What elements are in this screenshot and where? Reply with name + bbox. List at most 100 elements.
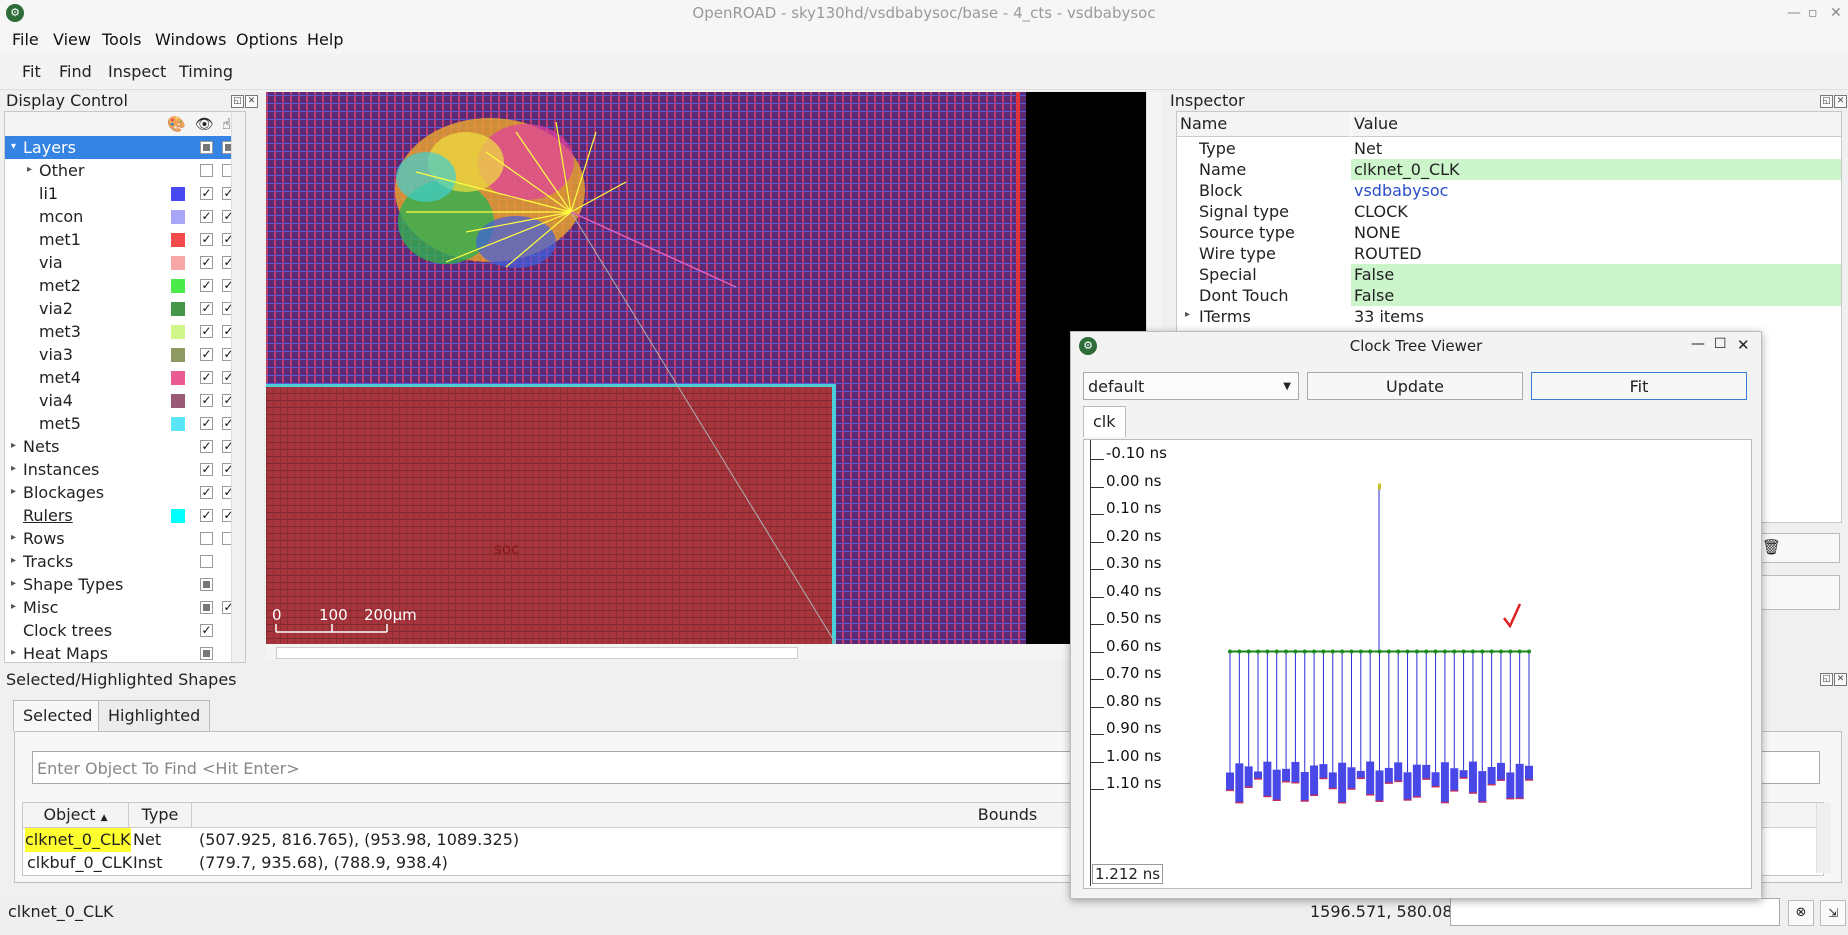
- layer-color-swatch[interactable]: [171, 394, 185, 408]
- find-tool-button[interactable]: Find: [59, 62, 92, 81]
- expand-right-icon[interactable]: ▸: [11, 555, 17, 566]
- inspector-prop-value[interactable]: vsdbabysoc: [1354, 181, 1449, 200]
- display-control-row[interactable]: met4 ✓ ✓: [5, 366, 245, 389]
- visible-checkbox[interactable]: ✓: [200, 485, 213, 499]
- display-control-row[interactable]: ▾ Layers: [5, 136, 245, 159]
- close-icon[interactable]: ✕: [1830, 5, 1842, 21]
- display-control-tree[interactable]: 🎨 👁 ☝ ▾ Layers ▸ Other li1 ✓ ✓ mcon ✓ ✓ met1 ✓ ✓ via ✓…: [4, 111, 246, 663]
- inspect-tool-button[interactable]: Inspect: [108, 62, 167, 81]
- menu-options[interactable]: Options: [236, 30, 298, 49]
- inspector-action-button[interactable]: [1760, 575, 1840, 610]
- inspector-row[interactable]: Dont Touch False: [1177, 285, 1841, 306]
- clear-command-icon[interactable]: ⊗: [1788, 900, 1814, 926]
- ctv-close-icon[interactable]: ✕: [1737, 336, 1750, 354]
- display-control-row[interactable]: Rulers ✓ ✓: [5, 504, 245, 527]
- visible-checkbox[interactable]: ✓: [200, 232, 213, 246]
- clock-tree-viewer-window[interactable]: ⚙ Clock Tree Viewer — ☐ ✕ default ▼ Upda…: [1070, 331, 1762, 899]
- expand-right-icon[interactable]: ▸: [11, 601, 17, 612]
- visible-checkbox[interactable]: [200, 601, 213, 614]
- display-control-row[interactable]: ▸ Misc ✓: [5, 596, 245, 619]
- command-input[interactable]: [1450, 898, 1780, 926]
- tab-selected[interactable]: Selected: [13, 700, 103, 731]
- inspector-float-icon[interactable]: ◱: [1820, 95, 1833, 108]
- visible-checkbox[interactable]: ✓: [200, 393, 213, 407]
- menu-file[interactable]: File: [12, 30, 39, 49]
- visible-checkbox[interactable]: ✓: [200, 462, 213, 476]
- selected-close-icon[interactable]: ✕: [1834, 673, 1847, 686]
- inspector-row[interactable]: Wire type ROUTED: [1177, 243, 1841, 264]
- display-control-row[interactable]: met5 ✓ ✓: [5, 412, 245, 435]
- clock-corner-select[interactable]: default ▼: [1083, 372, 1299, 400]
- display-control-row[interactable]: li1 ✓ ✓: [5, 182, 245, 205]
- expand-down-icon[interactable]: ▾: [11, 141, 17, 152]
- selected-float-icon[interactable]: ◱: [1820, 673, 1833, 686]
- table-scrollbar[interactable]: [1816, 803, 1831, 873]
- layout-view[interactable]: 0 100 200μm soc: [266, 92, 1026, 644]
- display-control-row[interactable]: ▸ Blockages ✓ ✓: [5, 481, 245, 504]
- layer-color-swatch[interactable]: [171, 302, 185, 316]
- inspector-row[interactable]: ▸ ITerms 33 items: [1177, 306, 1841, 327]
- tab-clk[interactable]: clk: [1083, 406, 1126, 437]
- fit-button[interactable]: Fit: [1531, 372, 1747, 400]
- visible-checkbox[interactable]: ✓: [200, 416, 213, 430]
- visible-checkbox[interactable]: [200, 164, 213, 177]
- menu-help[interactable]: Help: [307, 30, 344, 49]
- display-control-row[interactable]: via2 ✓ ✓: [5, 297, 245, 320]
- display-control-row[interactable]: via ✓ ✓: [5, 251, 245, 274]
- display-control-row[interactable]: met1 ✓ ✓: [5, 228, 245, 251]
- inspector-row[interactable]: Source type NONE: [1177, 222, 1841, 243]
- display-control-row[interactable]: via4 ✓ ✓: [5, 389, 245, 412]
- ctv-minimize-icon[interactable]: —: [1691, 336, 1705, 352]
- display-control-row[interactable]: ▸ Instances ✓ ✓: [5, 458, 245, 481]
- display-control-row[interactable]: ▸ Shape Types: [5, 573, 245, 596]
- expand-right-icon[interactable]: ▸: [11, 440, 17, 451]
- visible-checkbox[interactable]: ✓: [200, 209, 213, 223]
- visible-checkbox[interactable]: [200, 532, 213, 545]
- inspector-close-icon[interactable]: ✕: [1834, 95, 1847, 108]
- fit-tool-button[interactable]: Fit: [22, 62, 41, 81]
- inspector-col-name[interactable]: Name: [1177, 112, 1350, 137]
- table-row-object[interactable]: clkbuf_0_CLK: [27, 853, 133, 872]
- ctv-title-bar[interactable]: ⚙ Clock Tree Viewer — ☐ ✕: [1071, 332, 1761, 362]
- dock-float-icon[interactable]: ◱: [231, 95, 244, 108]
- table-row-object[interactable]: clknet_0_CLK: [25, 828, 131, 852]
- display-control-row[interactable]: ▸ Rows: [5, 527, 245, 550]
- visible-checkbox[interactable]: ✓: [200, 623, 213, 637]
- tab-highlighted[interactable]: Highlighted: [98, 700, 211, 732]
- expand-right-icon[interactable]: ▸: [27, 164, 33, 175]
- display-control-row[interactable]: ▸ Heat Maps: [5, 642, 245, 662]
- clock-tree-canvas[interactable]: -0.10 ns 0.00 ns 0.10 ns 0.20 ns 0.30 ns 0.40…: [1083, 439, 1752, 889]
- layout-horizontal-scrollbar[interactable]: [266, 644, 1146, 660]
- inspector-row[interactable]: Name clknet_0_CLK: [1177, 159, 1841, 180]
- visible-checkbox[interactable]: ✓: [200, 278, 213, 292]
- dock-close-icon[interactable]: ✕: [245, 95, 258, 108]
- visible-checkbox[interactable]: ✓: [200, 186, 213, 200]
- inspector-row[interactable]: Type Net: [1177, 138, 1841, 159]
- expand-right-icon[interactable]: ▸: [11, 647, 17, 658]
- expand-right-icon[interactable]: ▸: [11, 486, 17, 497]
- layer-color-swatch[interactable]: [171, 279, 185, 293]
- inspector-col-value[interactable]: Value: [1351, 112, 1841, 137]
- col-object[interactable]: Object ▲: [23, 803, 129, 828]
- layer-color-swatch[interactable]: [171, 371, 185, 385]
- layer-color-swatch[interactable]: [171, 256, 185, 270]
- visible-checkbox[interactable]: ✓: [200, 347, 213, 361]
- layer-color-swatch[interactable]: [171, 210, 185, 224]
- layer-color-swatch[interactable]: [171, 417, 185, 431]
- layer-color-swatch[interactable]: [171, 187, 185, 201]
- timing-tool-button[interactable]: Timing: [179, 62, 234, 81]
- visible-checkbox[interactable]: ✓: [200, 324, 213, 338]
- display-control-row[interactable]: ▸ Nets ✓ ✓: [5, 435, 245, 458]
- inspector-row[interactable]: Special False: [1177, 264, 1841, 285]
- update-button[interactable]: Update: [1307, 372, 1523, 400]
- visible-checkbox[interactable]: [200, 555, 213, 568]
- expand-right-icon[interactable]: ▸: [11, 463, 17, 474]
- visible-checkbox[interactable]: [200, 578, 213, 591]
- display-control-row[interactable]: ▸ Other: [5, 159, 245, 182]
- visible-checkbox[interactable]: ✓: [200, 508, 213, 522]
- display-control-row[interactable]: met2 ✓ ✓: [5, 274, 245, 297]
- display-control-row[interactable]: via3 ✓ ✓: [5, 343, 245, 366]
- visible-checkbox[interactable]: ✓: [200, 439, 213, 453]
- expand-right-icon[interactable]: ▸: [11, 578, 17, 589]
- layer-color-swatch[interactable]: [171, 348, 185, 362]
